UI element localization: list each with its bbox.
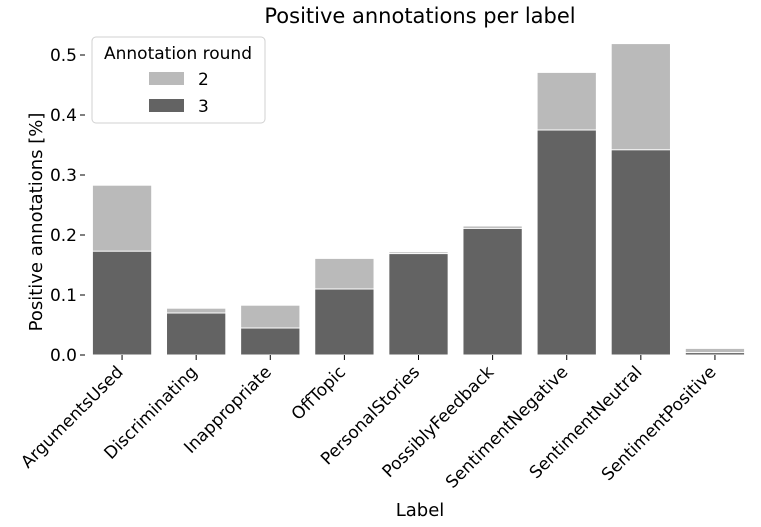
y-tick-label: 0.1: [50, 286, 77, 306]
bar-round-3-ArgumentsUsed: [91, 250, 153, 356]
bar-round-3-PossiblyFeedback: [462, 227, 523, 356]
x-axis-title: Label: [396, 500, 445, 521]
legend-items: 23: [149, 70, 209, 117]
bar-round-3-SentimentPositive: [684, 352, 746, 356]
x-axis: ArgumentsUsedDiscriminatingInappropriate…: [17, 355, 720, 493]
x-tick-label: SentimentNegative: [442, 362, 572, 492]
bar-round-3-OffTopic: [314, 288, 375, 356]
chart-title: Positive annotations per label: [264, 4, 575, 28]
y-axis: 0.0 0.1 0.2 0.3 0.4 0.5: [50, 46, 85, 366]
y-axis-title: Positive annotations [%]: [26, 113, 47, 332]
legend-label-3: 3: [198, 97, 209, 117]
bar-round-3-SentimentNegative: [536, 129, 597, 356]
bar-round-3-SentimentNeutral: [610, 149, 671, 356]
legend-swatch-2: [149, 72, 184, 85]
y-tick-label: 0.2: [50, 226, 77, 246]
legend: Annotation round 23: [91, 36, 266, 124]
bar-round-3-Discriminating: [166, 312, 227, 356]
x-tick-label: OffTopic: [288, 362, 350, 424]
y-tick-label: 0.4: [50, 106, 77, 126]
y-tick-label: 0.3: [50, 166, 77, 186]
legend-swatch-3: [149, 99, 184, 112]
legend-label-2: 2: [198, 70, 209, 90]
bar-round-3-Inappropriate: [240, 327, 301, 356]
y-tick-label: 0.5: [50, 46, 77, 66]
bar-group: [91, 43, 746, 356]
bar-round-3-PersonalStories: [388, 253, 449, 356]
legend-title: Annotation round: [104, 44, 252, 64]
y-tick-label: 0.0: [50, 346, 77, 366]
